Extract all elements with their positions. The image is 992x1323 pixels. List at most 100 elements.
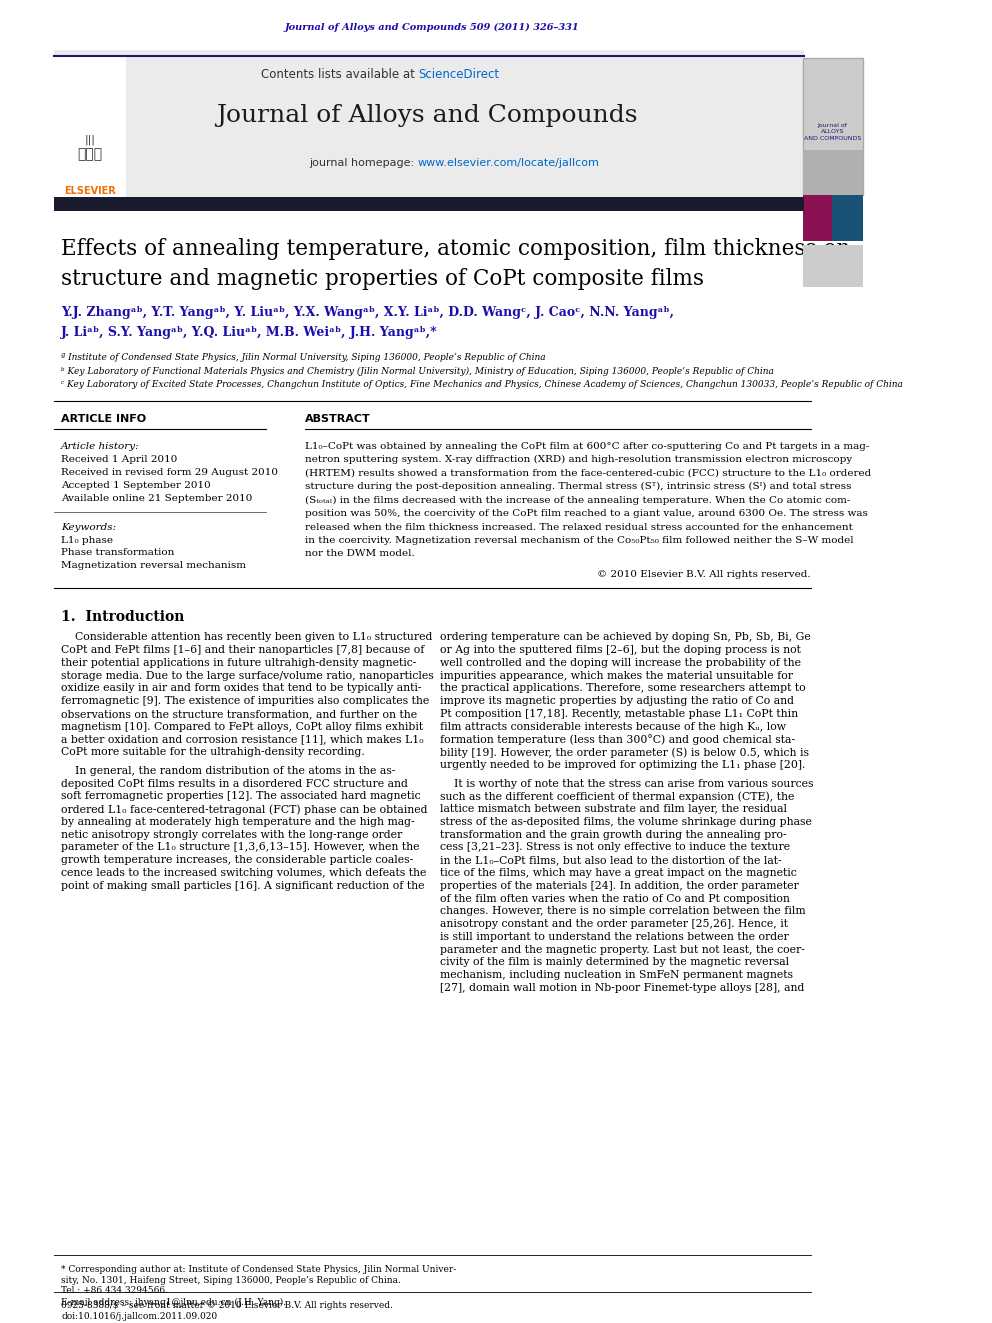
Text: ᵇ Key Laboratory of Functional Materials Physics and Chemistry (Jilin Normal Uni: ᵇ Key Laboratory of Functional Materials…: [62, 366, 774, 376]
Text: changes. However, there is no simple correlation between the film: changes. However, there is no simple cor…: [440, 906, 806, 917]
Text: is still important to understand the relations between the order: is still important to understand the rel…: [440, 931, 789, 942]
Text: ferromagnetic [9]. The existence of impurities also complicates the: ferromagnetic [9]. The existence of impu…: [62, 696, 430, 706]
Text: ELSEVIER: ELSEVIER: [63, 187, 116, 197]
Text: 0925-8388/$ – see front matter © 2010 Elsevier B.V. All rights reserved.: 0925-8388/$ – see front matter © 2010 El…: [62, 1302, 393, 1311]
Text: CoPt and FePt films [1–6] and their nanoparticles [7,8] because of: CoPt and FePt films [1–6] and their nano…: [62, 646, 425, 655]
Text: J. Liᵃᵇ, S.Y. Yangᵃᵇ, Y.Q. Liuᵃᵇ, M.B. Weiᵃᵇ, J.H. Yangᵃᵇ,*: J. Liᵃᵇ, S.Y. Yangᵃᵇ, Y.Q. Liuᵃᵇ, M.B. W…: [62, 325, 437, 339]
Text: urgently needed to be improved for optimizing the L1₁ phase [20].: urgently needed to be improved for optim…: [440, 759, 806, 770]
Text: magnetism [10]. Compared to FePt alloys, CoPt alloy films exhibit: magnetism [10]. Compared to FePt alloys,…: [62, 721, 424, 732]
Text: oxidize easily in air and form oxides that tend to be typically anti-: oxidize easily in air and form oxides th…: [62, 684, 422, 693]
Text: ª Institute of Condensed State Physics, Jilin Normal University, Siping 136000, : ª Institute of Condensed State Physics, …: [62, 352, 546, 361]
Text: soft ferromagnetic properties [12]. The associated hard magnetic: soft ferromagnetic properties [12]. The …: [62, 791, 421, 802]
Text: such as the different coefficient of thermal expansion (CTE), the: such as the different coefficient of the…: [440, 791, 795, 802]
Text: a better oxidation and corrosion resistance [11], which makes L1₀: a better oxidation and corrosion resista…: [62, 734, 424, 745]
Text: Contents lists available at: Contents lists available at: [261, 69, 419, 81]
Text: ScienceDirect: ScienceDirect: [419, 69, 500, 81]
Text: [27], domain wall motion in Nb-poor Finemet-type alloys [28], and: [27], domain wall motion in Nb-poor Fine…: [440, 983, 805, 992]
Text: in the coercivity. Magnetization reversal mechanism of the Co₅₀Pt₅₀ film followe: in the coercivity. Magnetization reversa…: [306, 536, 854, 545]
FancyBboxPatch shape: [54, 50, 804, 200]
Text: Received in revised form 29 August 2010: Received in revised form 29 August 2010: [62, 468, 278, 476]
Text: growth temperature increases, the considerable particle coales-: growth temperature increases, the consid…: [62, 855, 414, 865]
Text: tice of the films, which may have a great impact on the magnetic: tice of the films, which may have a grea…: [440, 868, 797, 878]
Text: mechanism, including nucleation in SmFeN permanent magnets: mechanism, including nucleation in SmFeN…: [440, 970, 794, 980]
Text: of the film often varies when the ratio of Co and Pt composition: of the film often varies when the ratio …: [440, 893, 790, 904]
Text: Article history:: Article history:: [62, 442, 140, 451]
Text: ᶜ Key Laboratory of Excited State Processes, Changchun Institute of Optics, Fine: ᶜ Key Laboratory of Excited State Proces…: [62, 381, 903, 389]
Text: 1.  Introduction: 1. Introduction: [62, 610, 185, 624]
Text: deposited CoPt films results in a disordered FCC structure and: deposited CoPt films results in a disord…: [62, 779, 408, 789]
Text: structure during the post-deposition annealing. Thermal stress (Sᵀ), intrinsic s: structure during the post-deposition ann…: [306, 482, 851, 491]
Text: www.elsevier.com/locate/jallcom: www.elsevier.com/locate/jallcom: [418, 157, 599, 168]
Text: in the L1₀–CoPt films, but also lead to the distortion of the lat-: in the L1₀–CoPt films, but also lead to …: [440, 855, 782, 865]
Text: (Sₜₒₜₐₗ) in the films decreased with the increase of the annealing temperature. : (Sₜₒₜₐₗ) in the films decreased with the…: [306, 496, 850, 505]
Text: structure and magnetic properties of CoPt composite films: structure and magnetic properties of CoP…: [62, 269, 704, 290]
Text: storage media. Due to the large surface/volume ratio, nanoparticles: storage media. Due to the large surface/…: [62, 671, 434, 680]
Text: well controlled and the doping will increase the probability of the: well controlled and the doping will incr…: [440, 658, 802, 668]
Text: Journal of Alloys and Compounds 509 (2011) 326–331: Journal of Alloys and Compounds 509 (201…: [285, 24, 579, 33]
Text: |||: |||: [84, 135, 95, 144]
Text: point of making small particles [16]. A significant reduction of the: point of making small particles [16]. A …: [62, 881, 425, 890]
FancyBboxPatch shape: [803, 58, 863, 196]
Text: formation temperature (less than 300°C) and good chemical sta-: formation temperature (less than 300°C) …: [440, 734, 796, 745]
Text: Y.J. Zhangᵃᵇ, Y.T. Yangᵃᵇ, Y. Liuᵃᵇ, Y.X. Wangᵃᵇ, X.Y. Liᵃᵇ, D.D. Wangᶜ, J. Caoᶜ: Y.J. Zhangᵃᵇ, Y.T. Yangᵃᵇ, Y. Liuᵃᵇ, Y.X…: [62, 306, 674, 319]
Text: their potential applications in future ultrahigh-density magnetic-: their potential applications in future u…: [62, 658, 417, 668]
Text: netron sputtering system. X-ray diffraction (XRD) and high-resolution transmissi: netron sputtering system. X-ray diffract…: [306, 455, 852, 464]
Text: position was 50%, the coercivity of the CoPt film reached to a giant value, arou: position was 50%, the coercivity of the …: [306, 509, 868, 519]
Text: anisotropy constant and the order parameter [25,26]. Hence, it: anisotropy constant and the order parame…: [440, 919, 789, 929]
Text: lattice mismatch between substrate and film layer, the residual: lattice mismatch between substrate and f…: [440, 804, 788, 814]
Text: Magnetization reversal mechanism: Magnetization reversal mechanism: [62, 561, 246, 570]
Text: the practical applications. Therefore, some researchers attempt to: the practical applications. Therefore, s…: [440, 684, 806, 693]
Text: impurities appearance, which makes the material unsuitable for: impurities appearance, which makes the m…: [440, 671, 794, 680]
Text: film attracts considerable interests because of the high Kᵤ, low: film attracts considerable interests bec…: [440, 721, 787, 732]
Text: cence leads to the increased switching volumes, which defeats the: cence leads to the increased switching v…: [62, 868, 427, 878]
Text: Keywords:: Keywords:: [62, 523, 116, 532]
Text: L1₀ phase: L1₀ phase: [62, 536, 113, 545]
Text: civity of the film is mainly determined by the magnetic reversal: civity of the film is mainly determined …: [440, 958, 790, 967]
Text: transformation and the grain growth during the annealing pro-: transformation and the grain growth duri…: [440, 830, 787, 840]
Text: Tel.: +86 434 3294566.: Tel.: +86 434 3294566.: [62, 1286, 168, 1295]
FancyBboxPatch shape: [54, 197, 804, 212]
Text: Phase transformation: Phase transformation: [62, 549, 175, 557]
Text: or Ag into the sputtered films [2–6], but the doping process is not: or Ag into the sputtered films [2–6], bu…: [440, 646, 802, 655]
Text: ⥨⥨⥨: ⥨⥨⥨: [77, 148, 102, 161]
Text: observations on the structure transformation, and further on the: observations on the structure transforma…: [62, 709, 418, 718]
Text: Effects of annealing temperature, atomic composition, film thickness on: Effects of annealing temperature, atomic…: [62, 238, 850, 261]
Text: ABSTRACT: ABSTRACT: [306, 414, 371, 423]
Text: doi:10.1016/j.jallcom.2011.09.020: doi:10.1016/j.jallcom.2011.09.020: [62, 1312, 217, 1322]
Text: E-mail address: jhyang1@jlnu.edu.cn (J.H. Yang).: E-mail address: jhyang1@jlnu.edu.cn (J.H…: [62, 1298, 286, 1307]
Text: Pt composition [17,18]. Recently, metastable phase L1₁ CoPt thin: Pt composition [17,18]. Recently, metast…: [440, 709, 799, 718]
Text: released when the film thickness increased. The relaxed residual stress accounte: released when the film thickness increas…: [306, 523, 853, 532]
FancyBboxPatch shape: [803, 196, 832, 241]
Text: In general, the random distribution of the atoms in the as-: In general, the random distribution of t…: [62, 766, 396, 775]
Text: Available online 21 September 2010: Available online 21 September 2010: [62, 493, 252, 503]
Text: * Corresponding author at: Institute of Condensed State Physics, Jilin Normal Un: * Corresponding author at: Institute of …: [62, 1265, 456, 1274]
Text: Journal of Alloys and Compounds: Journal of Alloys and Compounds: [216, 105, 638, 127]
Text: © 2010 Elsevier B.V. All rights reserved.: © 2010 Elsevier B.V. All rights reserved…: [597, 570, 810, 579]
Text: improve its magnetic properties by adjusting the ratio of Co and: improve its magnetic properties by adjus…: [440, 696, 795, 706]
Text: (HRTEM) results showed a transformation from the face-centered-cubic (FCC) struc: (HRTEM) results showed a transformation …: [306, 468, 871, 478]
Text: Considerable attention has recently been given to L1₀ structured: Considerable attention has recently been…: [62, 632, 433, 642]
Text: L1₀–CoPt was obtained by annealing the CoPt film at 600°C after co-sputtering Co: L1₀–CoPt was obtained by annealing the C…: [306, 442, 869, 451]
FancyBboxPatch shape: [54, 56, 126, 200]
Text: parameter and the magnetic property. Last but not least, the coer-: parameter and the magnetic property. Las…: [440, 945, 806, 955]
Text: journal homepage:: journal homepage:: [309, 157, 418, 168]
FancyBboxPatch shape: [803, 149, 863, 196]
Text: It is worthy of note that the stress can arise from various sources: It is worthy of note that the stress can…: [440, 779, 813, 789]
Text: cess [3,21–23]. Stress is not only effective to induce the texture: cess [3,21–23]. Stress is not only effec…: [440, 843, 791, 852]
Text: bility [19]. However, the order parameter (S) is below 0.5, which is: bility [19]. However, the order paramete…: [440, 747, 809, 758]
FancyBboxPatch shape: [803, 245, 863, 287]
Text: properties of the materials [24]. In addition, the order parameter: properties of the materials [24]. In add…: [440, 881, 799, 890]
Text: ordered L1₀ face-centered-tetragonal (FCT) phase can be obtained: ordered L1₀ face-centered-tetragonal (FC…: [62, 804, 428, 815]
Text: ordering temperature can be achieved by doping Sn, Pb, Sb, Bi, Ge: ordering temperature can be achieved by …: [440, 632, 810, 642]
Text: stress of the as-deposited films, the volume shrinkage during phase: stress of the as-deposited films, the vo…: [440, 818, 812, 827]
Text: CoPt more suitable for the ultrahigh-density recording.: CoPt more suitable for the ultrahigh-den…: [62, 747, 365, 757]
Text: sity, No. 1301, Haifeng Street, Siping 136000, People’s Republic of China.: sity, No. 1301, Haifeng Street, Siping 1…: [62, 1275, 401, 1285]
FancyBboxPatch shape: [832, 196, 863, 241]
Text: parameter of the L1₀ structure [1,3,6,13–15]. However, when the: parameter of the L1₀ structure [1,3,6,13…: [62, 843, 420, 852]
Text: netic anisotropy strongly correlates with the long-range order: netic anisotropy strongly correlates wit…: [62, 830, 403, 840]
Text: nor the DWM model.: nor the DWM model.: [306, 549, 415, 558]
Text: by annealing at moderately high temperature and the high mag-: by annealing at moderately high temperat…: [62, 818, 415, 827]
Text: ARTICLE INFO: ARTICLE INFO: [62, 414, 146, 423]
Text: Journal of
ALLOYS
AND COMPOUNDS: Journal of ALLOYS AND COMPOUNDS: [804, 123, 861, 140]
Text: Accepted 1 September 2010: Accepted 1 September 2010: [62, 480, 210, 490]
